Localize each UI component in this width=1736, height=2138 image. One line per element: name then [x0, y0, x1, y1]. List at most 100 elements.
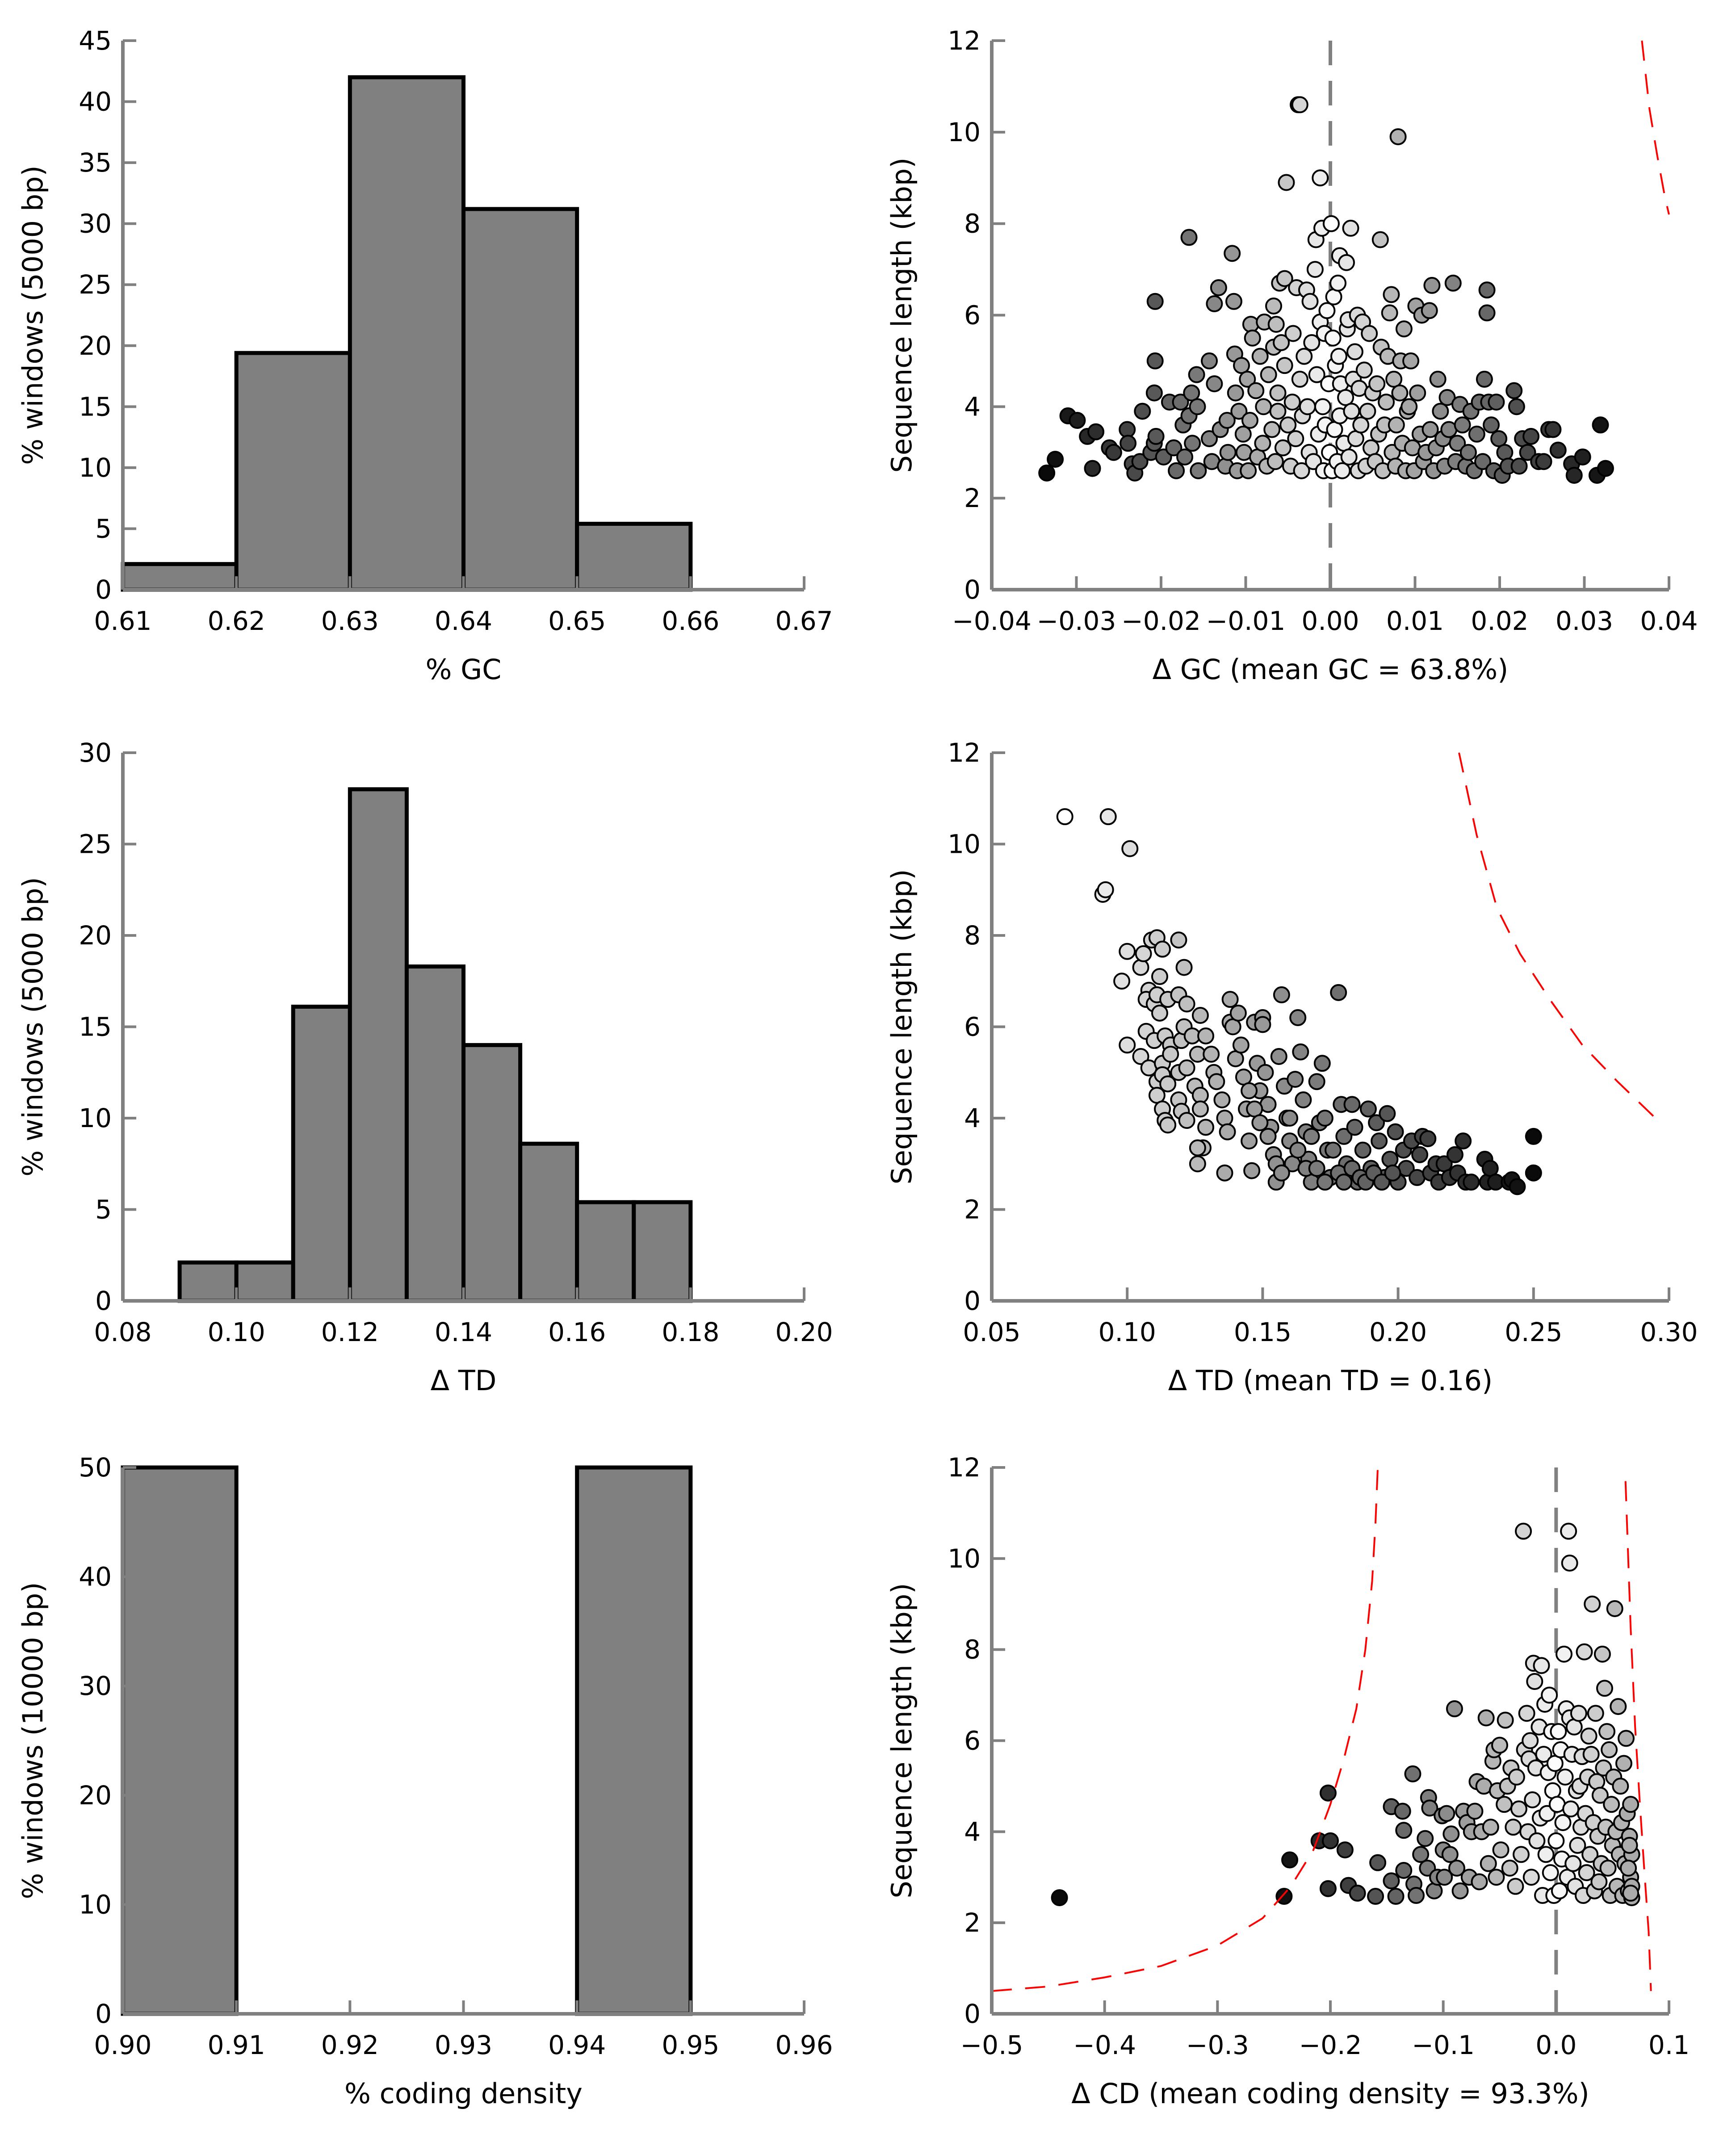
data-point [1384, 1164, 1401, 1182]
data-point [1281, 1110, 1299, 1127]
data-point [1132, 1048, 1149, 1065]
data-point [1295, 1091, 1312, 1109]
histogram-bar [461, 1043, 523, 1303]
data-point [1216, 1110, 1233, 1127]
data-point [1474, 453, 1492, 470]
x-tick-label: 0.63 [321, 606, 379, 636]
data-point [1263, 421, 1281, 438]
data-point [1289, 1141, 1307, 1159]
data-point [1313, 1055, 1331, 1072]
data-point [1412, 1846, 1430, 1863]
data-point [1224, 245, 1241, 262]
y-tick-label: 8 [964, 1635, 981, 1665]
data-point [1296, 348, 1313, 365]
data-point [1056, 808, 1073, 826]
data-point [1421, 1799, 1438, 1817]
data-point [1401, 398, 1418, 415]
data-point [1241, 412, 1258, 429]
data-point [1554, 1814, 1572, 1831]
data-point [1121, 840, 1139, 857]
y-tick-label: 6 [964, 300, 981, 331]
x-tick-label: 0.65 [548, 606, 606, 636]
data-point [1293, 462, 1310, 479]
data-point [1505, 382, 1523, 399]
data-point [1391, 384, 1409, 402]
y-tick-label: 12 [948, 738, 981, 768]
data-point [1120, 435, 1137, 452]
histogram-bar [575, 1465, 693, 2016]
y-tick-label: 30 [79, 738, 112, 768]
data-point [1330, 984, 1347, 1001]
x-tick-label: 0.61 [94, 606, 151, 636]
histogram-bar [121, 1465, 239, 2016]
data-point [1524, 1791, 1541, 1808]
data-point [1496, 444, 1514, 461]
histogram-bar [461, 207, 579, 592]
data-point [1596, 1680, 1613, 1697]
data-point [1269, 402, 1287, 420]
data-point [1592, 416, 1609, 434]
x-tick-label: 0.04 [1640, 606, 1698, 636]
data-point [1242, 315, 1259, 333]
data-point [1501, 1859, 1518, 1877]
data-point [1201, 352, 1218, 369]
data-point [1574, 448, 1591, 465]
data-point [1379, 1105, 1396, 1122]
y-tick-label: 15 [79, 1012, 112, 1042]
data-point [1496, 1796, 1513, 1813]
histogram-bar [632, 1200, 693, 1303]
y-tick-label: 10 [79, 453, 112, 483]
data-point [1168, 462, 1185, 479]
data-point [1254, 435, 1271, 452]
data-point [1581, 1846, 1599, 1863]
data-point [1519, 444, 1536, 461]
data-point [1549, 441, 1567, 459]
data-point [1318, 302, 1336, 319]
data-point [1255, 398, 1272, 415]
data-point [1162, 1045, 1179, 1063]
data-point [1301, 293, 1319, 310]
data-point [1459, 444, 1477, 461]
data-point [1219, 1123, 1236, 1140]
data-point [1132, 959, 1149, 976]
data-point [1229, 1004, 1247, 1022]
data-point [1281, 1851, 1299, 1869]
x-tick-label: 0.12 [321, 1317, 379, 1347]
data-point [1335, 1174, 1353, 1191]
data-point [1463, 1174, 1480, 1191]
y-tick-label: 4 [964, 1816, 981, 1847]
data-point [1084, 460, 1101, 477]
data-point [1333, 462, 1351, 479]
data-point [1556, 1645, 1573, 1663]
y-tick-label: 5 [95, 513, 112, 544]
data-point [1275, 1888, 1293, 1905]
data-point [1346, 343, 1363, 361]
data-point [1338, 254, 1355, 271]
data-point [1206, 375, 1223, 393]
data-point [1221, 991, 1239, 1008]
histogram-bar [404, 964, 466, 1303]
data-point [1119, 1036, 1136, 1054]
data-point [1385, 370, 1403, 388]
data-point [1337, 389, 1354, 406]
x-tick-label: 0.10 [208, 1317, 265, 1347]
data-point [1257, 1064, 1274, 1081]
data-point [1432, 402, 1449, 420]
data-point [1146, 293, 1164, 310]
y-tick-label: 0 [964, 574, 981, 605]
data-point [1349, 1884, 1366, 1902]
data-point [1247, 382, 1265, 399]
x-tick-label: 0.03 [1556, 606, 1613, 636]
data-point [1087, 423, 1105, 440]
data-point [1522, 1869, 1540, 1886]
data-point [1617, 1730, 1635, 1747]
data-point [1455, 1132, 1472, 1150]
histogram-bar [575, 522, 693, 592]
x-tick-label: 0.30 [1640, 1317, 1698, 1347]
x-axis-title: Δ TD (mean TD = 0.16) [1168, 1364, 1493, 1397]
data-point [1528, 1832, 1546, 1849]
data-point [1395, 1822, 1413, 1839]
x-tick-label: 0.93 [435, 2030, 492, 2060]
data-point [1287, 430, 1304, 448]
data-point [1547, 1832, 1565, 1849]
